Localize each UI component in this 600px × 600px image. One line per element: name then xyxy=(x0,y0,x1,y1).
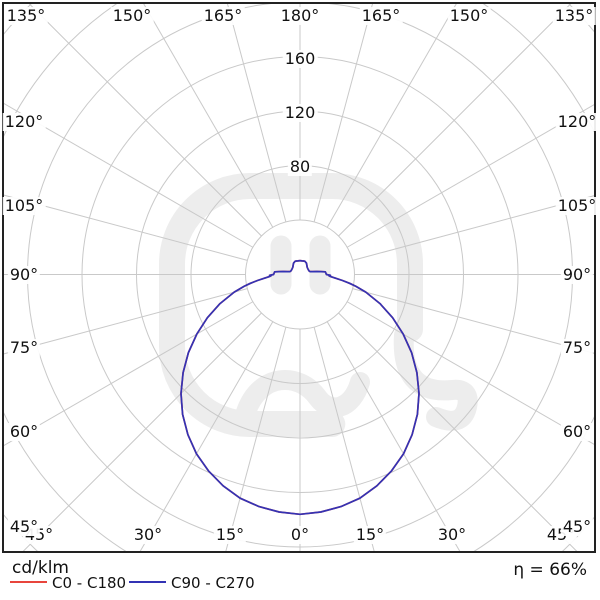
polar-grid xyxy=(4,4,596,553)
angle-label-top: 150° xyxy=(110,6,154,25)
angle-label-right: 45° xyxy=(560,517,594,536)
angle-label-bottom: 15° xyxy=(353,525,387,544)
angle-label-left: 45° xyxy=(7,517,41,536)
legend-footer: cd/klm η = 66% C0 - C180 C90 - C270 xyxy=(0,555,600,600)
legend-label-c0-c180: C0 - C180 xyxy=(52,574,127,592)
unit-label: cd/klm xyxy=(12,558,69,578)
angle-label-left: 75° xyxy=(7,338,41,357)
angle-label-left: 60° xyxy=(7,422,41,441)
angle-label-left: 105° xyxy=(2,196,46,215)
intensity-curve-c90-c270 xyxy=(180,259,420,516)
angle-label-left: 90° xyxy=(7,265,41,284)
angle-label-right: 120° xyxy=(555,112,599,131)
angle-label-top: 135° xyxy=(4,6,48,25)
angle-label-bottom: 30° xyxy=(131,525,165,544)
angle-label-bottom: 15° xyxy=(213,525,247,544)
angle-label-bottom: 30° xyxy=(435,525,469,544)
radial-tick-label: 80 xyxy=(287,157,313,176)
angle-label-right: 105° xyxy=(555,196,599,215)
radial-tick-label: 160 xyxy=(282,49,318,68)
watermark-logo xyxy=(159,173,478,437)
legend-line-blue xyxy=(129,581,166,583)
radial-tick-label: 120 xyxy=(282,103,318,122)
angle-label-left: 120° xyxy=(2,112,46,131)
legend-line-red xyxy=(10,581,47,583)
angle-label-top: 135° xyxy=(552,6,596,25)
angle-label-top: 165° xyxy=(359,6,403,25)
angle-label-right: 90° xyxy=(560,265,594,284)
polar-chart-canvas xyxy=(4,4,596,553)
legend-label-c90-c270: C90 - C270 xyxy=(171,574,255,592)
efficiency-label: η = 66% xyxy=(513,560,587,580)
angle-label-top: 180° xyxy=(278,6,322,25)
angle-label-top: 165° xyxy=(201,6,245,25)
angle-label-right: 60° xyxy=(560,422,594,441)
chart-grid-group xyxy=(4,4,596,553)
angle-label-right: 75° xyxy=(560,338,594,357)
angle-label-top: 150° xyxy=(447,6,491,25)
angle-label-bottom: 0° xyxy=(288,525,312,544)
